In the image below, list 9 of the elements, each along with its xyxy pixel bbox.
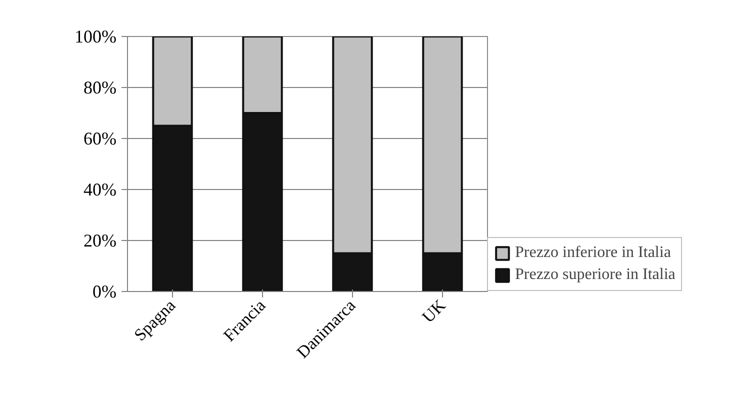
y-tick-label: 100% bbox=[74, 26, 117, 46]
y-tick-label: 60% bbox=[84, 128, 117, 148]
y-tick-label: 20% bbox=[84, 230, 117, 250]
legend-label: Prezzo inferiore in Italia bbox=[515, 244, 671, 262]
y-tick-label: 80% bbox=[84, 78, 117, 98]
y-tick-label: 40% bbox=[84, 180, 117, 200]
x-tick-label: UK bbox=[418, 295, 450, 327]
y-tick-label: 0% bbox=[92, 282, 117, 302]
legend-label: Prezzo superiore in Italia bbox=[515, 266, 676, 284]
